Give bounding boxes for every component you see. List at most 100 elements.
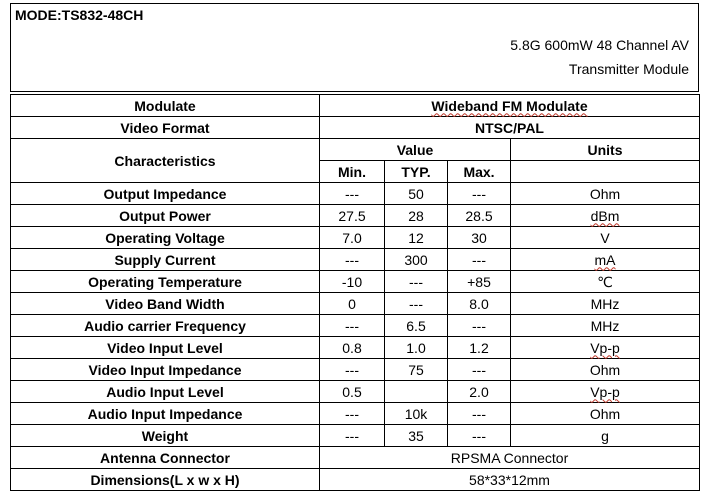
- spec-typ: ---: [384, 270, 448, 293]
- spec-min: 0.5: [319, 380, 385, 403]
- min-header: Min.: [319, 160, 385, 183]
- spec-min: 27.5: [319, 204, 385, 227]
- spec-max: 8.0: [447, 292, 511, 315]
- spec-unit: dBm: [509, 204, 701, 227]
- spec-min: 0: [319, 292, 385, 315]
- subtitle-line-1: 5.8G 600mW 48 Channel AV: [510, 37, 689, 53]
- spec-max: 30: [447, 226, 511, 249]
- model-title: MODE:TS832-48CH: [15, 7, 144, 23]
- spec-max: +85: [447, 270, 511, 293]
- spec-row: Audio Input Impedance --- 10k --- Ohm: [10, 402, 701, 425]
- spec-unit: V: [509, 226, 701, 249]
- spec-typ: 28: [384, 204, 448, 227]
- spec-unit: Ohm: [509, 358, 701, 381]
- spec-max: ---: [447, 182, 511, 205]
- modulate-label: Modulate: [10, 94, 320, 117]
- modulate-row: Modulate Wideband FM Modulate: [10, 94, 701, 117]
- dimensions-value: 58*33*12mm: [318, 468, 701, 491]
- subtitle-line-2: Transmitter Module: [568, 61, 689, 77]
- spec-row: Video Input Level 0.8 1.0 1.2 Vp-p: [10, 336, 701, 359]
- spec-max: 1.2: [447, 336, 511, 359]
- dimensions-row: Dimensions(L x w x H) 58*33*12mm: [10, 468, 701, 491]
- spec-max: 28.5: [447, 204, 511, 227]
- spec-min: ---: [319, 402, 385, 425]
- spec-name: Audio carrier Frequency: [10, 314, 320, 337]
- spec-row: Supply Current --- 300 --- mA: [10, 248, 701, 271]
- spec-min: ---: [319, 358, 385, 381]
- spec-min: ---: [319, 314, 385, 337]
- spec-min: -10: [319, 270, 385, 293]
- spec-max: ---: [447, 314, 511, 337]
- video-format-row: Video Format NTSC/PAL: [10, 116, 701, 139]
- modulate-value-text: Wideband FM Modulate: [431, 97, 588, 114]
- spec-typ: 35: [384, 424, 448, 447]
- spec-row: Video Input Impedance --- 75 --- Ohm: [10, 358, 701, 381]
- spec-typ: 50: [384, 182, 448, 205]
- spec-name: Video Band Width: [10, 292, 320, 315]
- antenna-label: Antenna Connector: [10, 446, 320, 469]
- spec-row: Video Band Width 0 --- 8.0 MHz: [10, 292, 701, 315]
- spec-name: Operating Voltage: [10, 226, 320, 249]
- spec-typ: [384, 380, 448, 403]
- spec-max: ---: [447, 402, 511, 425]
- spec-unit: mA: [509, 248, 701, 271]
- spec-unit-text: dBm: [590, 207, 620, 224]
- spec-name: Supply Current: [10, 248, 320, 271]
- spec-min: 0.8: [319, 336, 385, 359]
- dimensions-label: Dimensions(L x w x H): [10, 468, 320, 491]
- spec-unit: g: [509, 424, 701, 447]
- spec-row: Audio carrier Frequency --- 6.5 --- MHz: [10, 314, 701, 337]
- spec-typ: ---: [384, 292, 448, 315]
- units-header: Units: [509, 138, 701, 161]
- spec-min: 7.0: [319, 226, 385, 249]
- spec-name: Video Input Impedance: [10, 358, 320, 381]
- spec-typ: 10k: [384, 402, 448, 425]
- max-header: Max.: [447, 160, 511, 183]
- typ-header: TYP.: [384, 160, 448, 183]
- spec-table-body: Modulate Wideband FM Modulate Video Form…: [10, 94, 701, 491]
- spec-row: Weight --- 35 --- g: [10, 424, 701, 447]
- spec-row: Operating Voltage 7.0 12 30 V: [10, 226, 701, 249]
- antenna-value: RPSMA Connector: [318, 446, 701, 469]
- spec-row: Operating Temperature -10 --- +85 ℃: [10, 270, 701, 293]
- spec-max: ---: [447, 248, 511, 271]
- spec-table: Modulate Wideband FM Modulate Video Form…: [10, 94, 701, 491]
- spec-unit: MHz: [509, 292, 701, 315]
- spec-row: Audio Input Level 0.5 2.0 Vp-p: [10, 380, 701, 403]
- spec-name: Video Input Level: [10, 336, 320, 359]
- video-format-label: Video Format: [10, 116, 320, 139]
- antenna-row: Antenna Connector RPSMA Connector: [10, 446, 701, 469]
- spec-unit: Ohm: [509, 402, 701, 425]
- spec-sheet: MODE:TS832-48CH 5.8G 600mW 48 Channel AV…: [10, 3, 701, 491]
- spec-min: ---: [319, 182, 385, 205]
- spec-unit: Ohm: [509, 182, 701, 205]
- modulate-value: Wideband FM Modulate: [318, 94, 701, 117]
- product-subtitle: 5.8G 600mW 48 Channel AV Transmitter Mod…: [510, 33, 689, 81]
- spec-typ: 1.0: [384, 336, 448, 359]
- spec-unit-text: Vp-p: [590, 339, 620, 356]
- spec-name: Weight: [10, 424, 320, 447]
- spec-name: Operating Temperature: [10, 270, 320, 293]
- spec-unit: Vp-p: [509, 380, 701, 403]
- spec-typ: 6.5: [384, 314, 448, 337]
- spec-unit-text: Vp-p: [590, 383, 620, 400]
- spec-row: Output Impedance --- 50 --- Ohm: [10, 182, 701, 205]
- characteristics-header-row: Characteristics Value Units: [10, 138, 701, 183]
- spec-name: Audio Input Level: [10, 380, 320, 403]
- spec-name: Audio Input Impedance: [10, 402, 320, 425]
- spec-name: Output Power: [10, 204, 320, 227]
- spec-typ: 300: [384, 248, 448, 271]
- spec-min: ---: [319, 248, 385, 271]
- characteristics-label: Characteristics: [10, 138, 320, 183]
- spec-unit: ℃: [509, 270, 701, 293]
- units-subheader-empty: [509, 160, 701, 183]
- video-format-value: NTSC/PAL: [318, 116, 701, 139]
- spec-unit: Vp-p: [509, 336, 701, 359]
- spec-typ: 75: [384, 358, 448, 381]
- spec-min: ---: [319, 424, 385, 447]
- header-box: MODE:TS832-48CH 5.8G 600mW 48 Channel AV…: [10, 3, 699, 92]
- spec-row: Output Power 27.5 28 28.5 dBm: [10, 204, 701, 227]
- subheader-row: Min. TYP. Max.: [11, 160, 701, 183]
- value-header: Value: [319, 138, 511, 161]
- spec-max: ---: [447, 424, 511, 447]
